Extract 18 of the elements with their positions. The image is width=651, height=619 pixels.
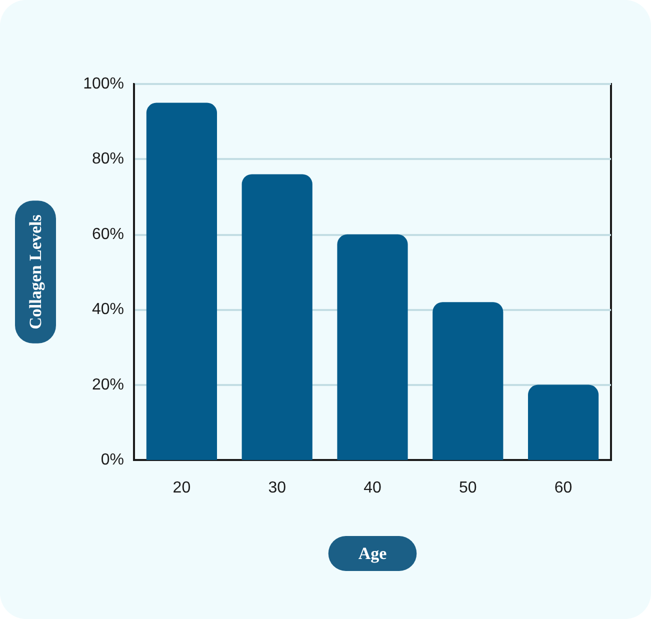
x-tick-label: 60 <box>554 480 572 496</box>
x-tick-label: 40 <box>364 480 382 496</box>
bar <box>337 234 408 460</box>
y-tick-label: 100% <box>83 76 124 92</box>
bar <box>146 102 217 460</box>
bar <box>528 384 599 460</box>
x-tick-label: 20 <box>172 480 191 496</box>
y-tick-label: 0% <box>100 452 124 468</box>
y-tick-label: 40% <box>92 301 124 318</box>
y-tick-label: 60% <box>92 226 124 243</box>
bar <box>242 174 312 460</box>
bar <box>432 302 504 460</box>
x-tick-label: 50 <box>459 480 477 496</box>
y-tick-label: 20% <box>92 376 124 394</box>
y-axis-title: Collagen Levels <box>26 214 45 330</box>
x-axis-title: Age <box>358 544 388 563</box>
x-tick-label: 30 <box>268 480 286 496</box>
y-tick-label: 80% <box>92 150 124 168</box>
